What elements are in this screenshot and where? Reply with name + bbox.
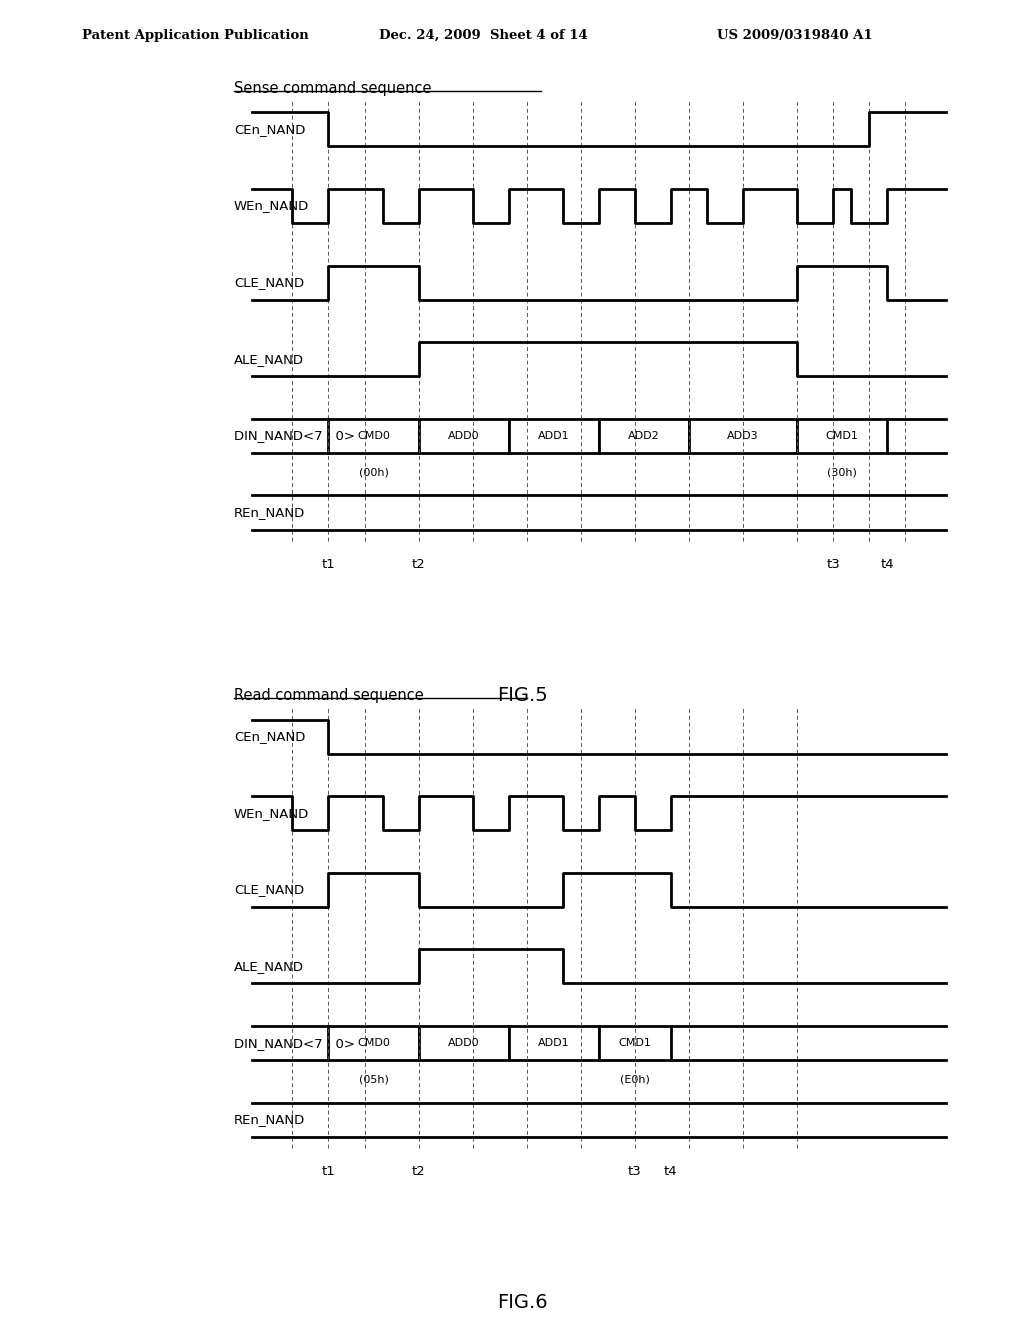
Text: (05h): (05h) (358, 1074, 388, 1085)
Text: t2: t2 (412, 1166, 426, 1177)
Text: ADD0: ADD0 (447, 430, 479, 441)
Text: REn_NAND: REn_NAND (233, 1113, 305, 1126)
Bar (509, 1026, 599, 1060)
Text: t1: t1 (322, 1166, 336, 1177)
Text: US 2009/0319840 A1: US 2009/0319840 A1 (717, 29, 872, 42)
Text: Read command sequence: Read command sequence (233, 688, 424, 704)
Bar (599, 418, 689, 453)
Text: ADD3: ADD3 (727, 430, 759, 441)
Text: (00h): (00h) (358, 467, 388, 478)
Text: CLE_NAND: CLE_NAND (233, 883, 304, 896)
Text: REn_NAND: REn_NAND (233, 506, 305, 519)
Text: Sense command sequence: Sense command sequence (233, 81, 431, 96)
Text: ADD0: ADD0 (447, 1038, 479, 1048)
Text: CLE_NAND: CLE_NAND (233, 276, 304, 289)
Text: CEn_NAND: CEn_NAND (233, 123, 305, 136)
Text: CMD1: CMD1 (618, 1038, 651, 1048)
Text: Patent Application Publication: Patent Application Publication (82, 29, 308, 42)
Bar (329, 1026, 419, 1060)
Text: WEn_NAND: WEn_NAND (233, 807, 309, 820)
Text: t4: t4 (665, 1166, 678, 1177)
Text: CMD0: CMD0 (357, 430, 390, 441)
Text: t2: t2 (412, 558, 426, 570)
Text: FIG.6: FIG.6 (497, 1292, 548, 1312)
Text: ADD1: ADD1 (538, 430, 569, 441)
Bar (797, 418, 887, 453)
Text: ALE_NAND: ALE_NAND (233, 352, 304, 366)
Bar (599, 1026, 671, 1060)
Bar (509, 418, 599, 453)
Bar (419, 418, 509, 453)
Text: DIN_NAND<7 : 0>: DIN_NAND<7 : 0> (233, 1036, 355, 1049)
Text: ADD1: ADD1 (538, 1038, 569, 1048)
Bar (689, 418, 797, 453)
Text: (E0h): (E0h) (620, 1074, 650, 1085)
Text: t4: t4 (881, 558, 894, 570)
Bar (419, 1026, 509, 1060)
Text: CMD0: CMD0 (357, 1038, 390, 1048)
Text: (30h): (30h) (827, 467, 857, 478)
Text: DIN_NAND<7 : 0>: DIN_NAND<7 : 0> (233, 429, 355, 442)
Text: ALE_NAND: ALE_NAND (233, 960, 304, 973)
Text: t3: t3 (628, 1166, 642, 1177)
Text: t1: t1 (322, 558, 336, 570)
Text: CMD1: CMD1 (825, 430, 858, 441)
Text: FIG.5: FIG.5 (497, 685, 548, 705)
Text: ADD2: ADD2 (628, 430, 659, 441)
Text: WEn_NAND: WEn_NAND (233, 199, 309, 213)
Text: CEn_NAND: CEn_NAND (233, 730, 305, 743)
Text: t3: t3 (826, 558, 840, 570)
Text: Dec. 24, 2009  Sheet 4 of 14: Dec. 24, 2009 Sheet 4 of 14 (379, 29, 588, 42)
Bar (329, 418, 419, 453)
